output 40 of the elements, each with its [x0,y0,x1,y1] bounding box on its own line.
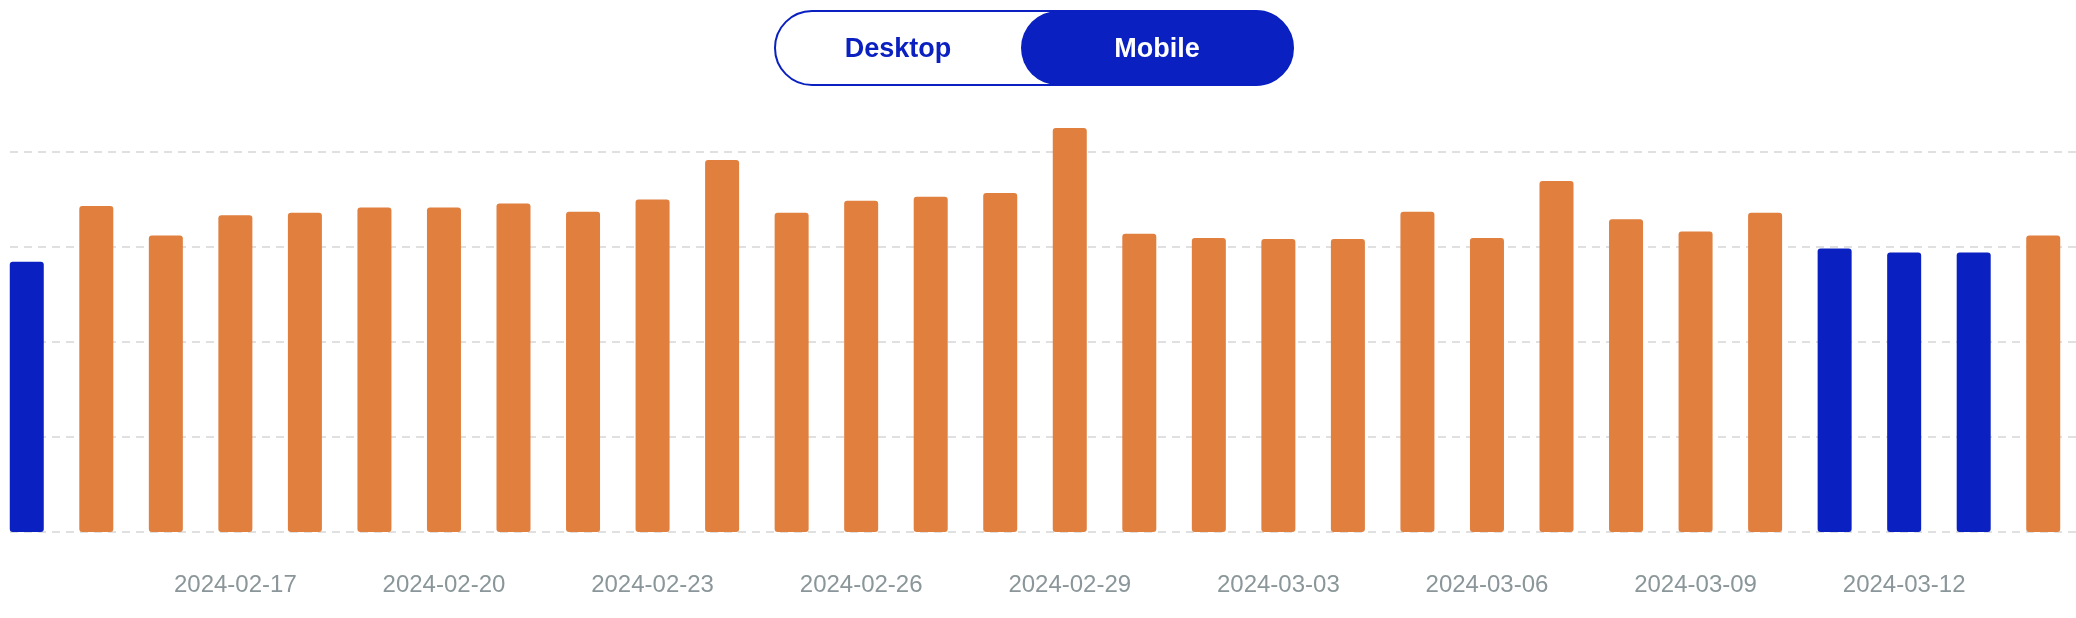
x-tick-label: 2024-03-06 [1425,570,1549,597]
bar [913,196,948,532]
x-tick-label: 2024-02-23 [591,570,714,597]
bar [1052,128,1087,532]
bar [635,199,670,532]
x-tick-label: 2024-03-03 [1216,570,1340,597]
bar [983,193,1018,532]
x-tick-label: 2024-03-09 [1634,570,1757,597]
bar [1261,239,1296,532]
bar [79,205,114,532]
bar [496,203,531,532]
bar [1887,252,1922,532]
bar [9,261,44,532]
bar [218,215,253,532]
bar [2026,235,2061,532]
bar [1956,252,1991,532]
x-tick-label: 2024-02-17 [173,570,297,597]
x-tick-label: 2024-02-29 [1008,570,1132,597]
x-tick-label: 2024-02-20 [382,570,506,597]
x-tick-label: 2024-03-12 [1842,570,1966,597]
bar [1469,237,1504,532]
bar [844,200,879,532]
bar [1817,248,1852,532]
bar [1539,180,1574,532]
bar [774,212,809,532]
bar [566,211,601,532]
bar [1609,219,1644,532]
bar [357,207,392,532]
bar [1748,212,1783,532]
bar [1191,237,1226,532]
bar [1400,211,1435,532]
bar [705,159,740,532]
bar [148,235,183,532]
bar [426,207,461,532]
bar [287,212,322,532]
bar [1330,239,1365,532]
x-tick-label: 2024-02-26 [799,570,923,597]
bar [1122,233,1157,532]
bar [1678,231,1713,532]
view-toggle: Desktop Mobile [774,10,1294,86]
